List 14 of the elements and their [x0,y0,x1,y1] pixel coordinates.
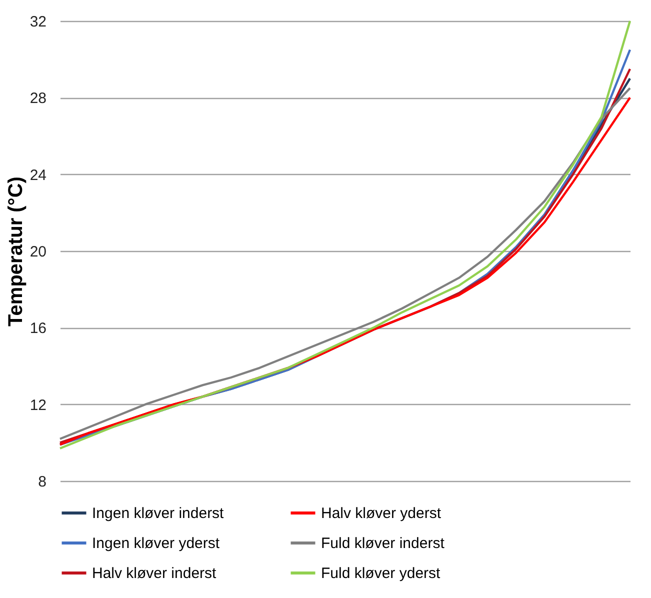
y-tick-label: 28 [30,90,46,108]
y-axis-title: Temperatur (°C) [4,176,27,326]
legend-label: Fuld kløver yderst [321,565,442,582]
y-tick-label: 24 [30,166,46,184]
legend-label: Ingen kløver inderst [92,505,225,522]
y-tick-label: 32 [30,14,46,30]
y-tick-label: 20 [30,244,46,260]
legend-label: Halv kløver inderst [92,565,218,582]
legend-label: Ingen kløver yderst [92,535,220,552]
legend-label: Fuld kløver inderst [321,535,446,552]
y-tick-label: 12 [30,396,46,414]
legend-label: Halv kløver yderst [321,505,442,522]
y-tick-label: 8 [38,474,46,490]
y-tick-label: 16 [30,320,46,338]
